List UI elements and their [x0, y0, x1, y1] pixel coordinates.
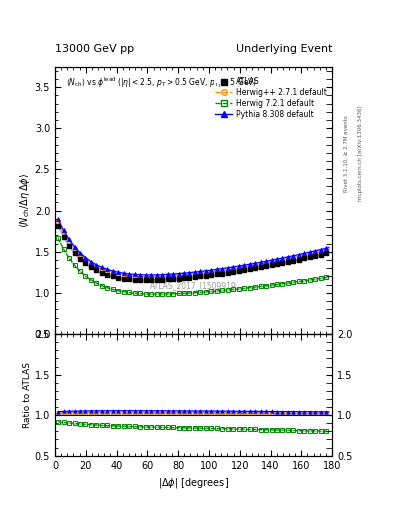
- X-axis label: $|\Delta\phi|$ [degrees]: $|\Delta\phi|$ [degrees]: [158, 476, 229, 490]
- Text: Underlying Event: Underlying Event: [235, 44, 332, 54]
- Y-axis label: $\langle N_\mathrm{ch} / \Delta\eta\,\Delta\phi \rangle$: $\langle N_\mathrm{ch} / \Delta\eta\,\De…: [18, 173, 32, 228]
- Text: 13000 GeV pp: 13000 GeV pp: [55, 44, 134, 54]
- Text: $\langle N_\mathrm{ch}\rangle$ vs $\phi^\mathrm{lead}$ ($|\eta|<2.5$, $p_T>0.5$ : $\langle N_\mathrm{ch}\rangle$ vs $\phi^…: [66, 75, 257, 90]
- Text: ATLAS_2017_I1509919: ATLAS_2017_I1509919: [150, 282, 237, 290]
- Y-axis label: Ratio to ATLAS: Ratio to ATLAS: [23, 362, 32, 428]
- Legend: ATLAS, Herwig++ 2.7.1 default, Herwig 7.2.1 default, Pythia 8.308 default: ATLAS, Herwig++ 2.7.1 default, Herwig 7.…: [214, 76, 328, 120]
- Text: mcplots.cern.ch [arXiv:1306.3436]: mcplots.cern.ch [arXiv:1306.3436]: [358, 106, 363, 201]
- Text: Rivet 3.1.10, ≥ 2.7M events: Rivet 3.1.10, ≥ 2.7M events: [344, 115, 349, 192]
